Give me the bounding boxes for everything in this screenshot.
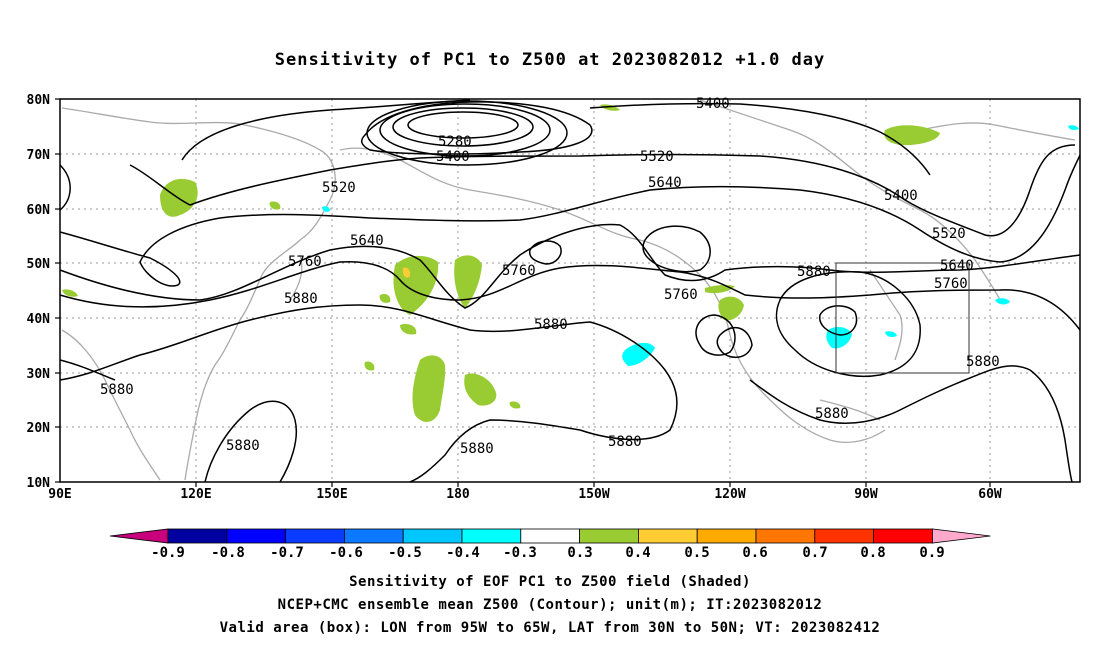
map-title: Sensitivity of PC1 to Z500 at 2023082012… — [274, 50, 826, 70]
lat-label: 30N — [27, 367, 51, 382]
colorbar-swatch — [402, 528, 463, 544]
contour-label: 5880 — [460, 441, 494, 457]
colorbar-label: -0.5 — [388, 545, 422, 561]
sensitivity-shading — [62, 104, 1079, 422]
contour-label: 5640 — [648, 175, 682, 191]
lat-label: 70N — [27, 148, 51, 163]
colorbar-label: 0.5 — [684, 545, 709, 561]
colorbar-label: 0.6 — [742, 545, 767, 561]
colorbar-label: -0.6 — [329, 545, 363, 561]
lon-label: 120W — [714, 487, 745, 502]
colorbar-labels: -0.9 -0.8 -0.7 -0.6 -0.5 -0.4 -0.3 0.3 0… — [151, 545, 945, 561]
contour-label: 5880 — [284, 291, 318, 307]
contour-label: 5400 — [436, 149, 470, 165]
lon-ticks — [195, 482, 991, 487]
lon-label: 150E — [316, 487, 347, 502]
colorbar-label: -0.9 — [151, 545, 185, 561]
contour-label: 5880 — [608, 434, 642, 450]
contour-label: 5880 — [100, 382, 134, 398]
colorbar-label: 0.4 — [625, 545, 650, 561]
coastlines — [61, 99, 1076, 481]
colorbar-label: -0.7 — [270, 545, 304, 561]
longitude-labels: 90E 120E 150E 180 150W 120W 90W 60W — [48, 487, 1002, 502]
contour-label: 5880 — [534, 317, 568, 333]
colorbar-swatch — [696, 528, 757, 544]
lat-label: 20N — [27, 421, 51, 436]
caption-line-1: Sensitivity of EOF PC1 to Z500 field (Sh… — [349, 574, 751, 590]
map-background — [60, 99, 1080, 482]
colorbar-label: -0.8 — [211, 545, 245, 561]
lon-label: 90E — [48, 487, 71, 502]
valid-area-box — [835, 262, 970, 374]
lon-label: 180 — [446, 487, 470, 502]
colorbar-label: -0.4 — [446, 545, 480, 561]
contour-label: 5760 — [288, 254, 322, 270]
colorbar-swatch — [755, 528, 816, 544]
colorbar-swatch — [167, 528, 228, 544]
lat-label: 10N — [27, 476, 51, 491]
contour-label: 5280 — [438, 134, 472, 150]
latitude-labels: 80N 70N 60N 50N 40N 30N 20N 10N — [27, 93, 51, 491]
lon-label: 90W — [854, 487, 878, 502]
colorbar-swatch — [579, 528, 639, 544]
colorbar-swatch — [932, 528, 991, 544]
lat-label: 50N — [27, 257, 51, 272]
contour-label: 5640 — [940, 258, 974, 274]
colorbar-swatch — [109, 528, 169, 544]
contour-label: 5880 — [797, 264, 831, 280]
contour-label: 5880 — [815, 406, 849, 422]
map-border — [59, 98, 1081, 483]
colorbar-swatch — [814, 528, 874, 544]
colorbar-label: 0.8 — [860, 545, 885, 561]
colorbar-swatch — [285, 528, 345, 544]
lon-label: 60W — [978, 487, 1002, 502]
contour-label-group: 5400 5280 5400 5520 5520 5640 5640 5760 … — [100, 96, 1000, 457]
colorbar — [109, 528, 991, 544]
colorbar-label: 0.3 — [567, 545, 592, 561]
colorbar-swatch — [343, 528, 404, 544]
colorbar-swatch — [461, 528, 522, 544]
contour-label: 5880 — [966, 354, 1000, 370]
colorbar-swatch — [638, 528, 698, 544]
contour-label: 5760 — [934, 276, 968, 292]
contour-label: 5400 — [884, 188, 918, 204]
lat-label: 40N — [27, 312, 51, 327]
lon-label: 120E — [180, 487, 211, 502]
contour-label: 5880 — [226, 438, 260, 454]
z500-contours — [59, 99, 1081, 483]
lat-label: 80N — [27, 93, 51, 108]
colorbar-swatch — [520, 528, 580, 544]
colorbar-swatch — [226, 528, 287, 544]
lon-label: 150W — [578, 487, 609, 502]
colorbar-swatch — [873, 528, 933, 544]
contour-label: 5400 — [696, 96, 730, 112]
colorbar-label: 0.7 — [802, 545, 827, 561]
contour-label: 5520 — [640, 149, 674, 165]
lat-ticks — [55, 98, 60, 483]
contour-label: 5760 — [502, 263, 536, 279]
lat-label: 60N — [27, 203, 51, 218]
contour-label: 5640 — [350, 233, 384, 249]
contour-label: 5520 — [322, 180, 356, 196]
colorbar-label: 0.9 — [919, 545, 944, 561]
caption-line-3: Valid area (box): LON from 95W to 65W, L… — [219, 620, 881, 636]
colorbar-label: -0.3 — [503, 545, 537, 561]
contour-label: 5520 — [932, 226, 966, 242]
caption-line-2: NCEP+CMC ensemble mean Z500 (Contour); u… — [277, 597, 823, 613]
contour-label: 5760 — [664, 287, 698, 303]
